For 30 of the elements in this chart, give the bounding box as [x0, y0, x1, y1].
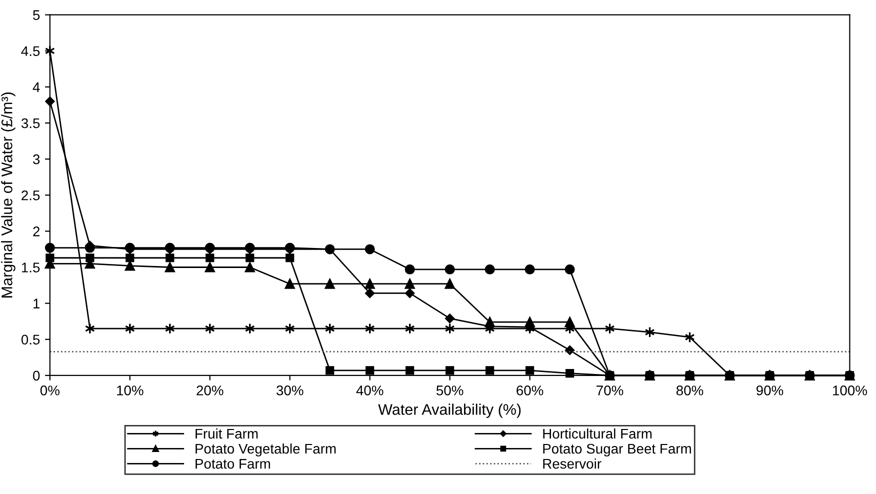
y-tick-label: 3	[33, 154, 40, 164]
y-tick-label: 0.5	[21, 334, 40, 345]
legend-label: Horticultural Farm	[543, 428, 652, 439]
y-tick-label: 0	[33, 370, 40, 381]
x-tick-label: 100%	[833, 386, 867, 396]
x-tick-label: 70%	[596, 386, 624, 396]
y-tick-label: 4	[32, 82, 40, 92]
x-tick-label: 60%	[516, 386, 544, 396]
y-tick-label: 5	[33, 10, 40, 20]
x-tick-label: 0%	[40, 386, 60, 396]
x-tick-label: 20%	[196, 386, 224, 396]
x-tick-label: 80%	[676, 386, 704, 396]
y-tick-label: 2.5	[22, 190, 40, 200]
x-tick-label: 40%	[356, 386, 384, 396]
legend-label: Reservoir	[543, 458, 602, 469]
y-tick-label: 2	[33, 226, 40, 236]
legend-label: Potato Sugar Beet Farm	[543, 444, 691, 456]
y-tick-label: 4.5	[21, 46, 40, 56]
x-tick-label: 90%	[756, 386, 784, 396]
y-tick-label: 1	[34, 298, 40, 308]
x-tick-label: 50%	[436, 386, 464, 396]
legend-label: Potato Farm	[196, 459, 270, 469]
y-axis-title: Marginal Value of Water (£/m³)	[1, 92, 16, 298]
y-tick-label: 3.5	[21, 118, 40, 128]
y-tick-label: 1.5	[22, 262, 40, 272]
x-tick-label: 30%	[276, 386, 304, 396]
legend-label: Potato Vegetable Farm	[196, 443, 336, 456]
x-axis-title: Water Availability (%)	[378, 404, 521, 418]
x-tick-label: 10%	[117, 386, 144, 396]
legend-label: Fruit Farm	[196, 428, 258, 439]
